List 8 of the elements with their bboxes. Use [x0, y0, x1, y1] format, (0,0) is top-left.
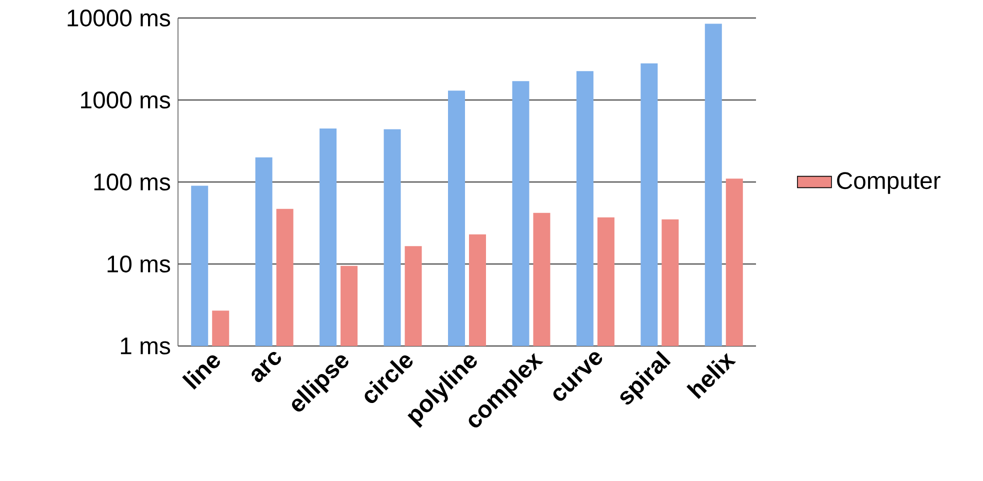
y-tick-label: 1000 ms: [81, 92, 170, 108]
x-tick-label: line: [182, 355, 220, 390]
legend-label: Computer: [837, 172, 940, 194]
x-tick-label: arc: [252, 352, 281, 382]
y-tick-label: 10 ms: [108, 256, 170, 272]
y-tick-label: 1 ms: [120, 338, 170, 354]
y-tick-label: 10000 ms: [68, 10, 170, 26]
y-tick-label: 100 ms: [94, 174, 170, 190]
